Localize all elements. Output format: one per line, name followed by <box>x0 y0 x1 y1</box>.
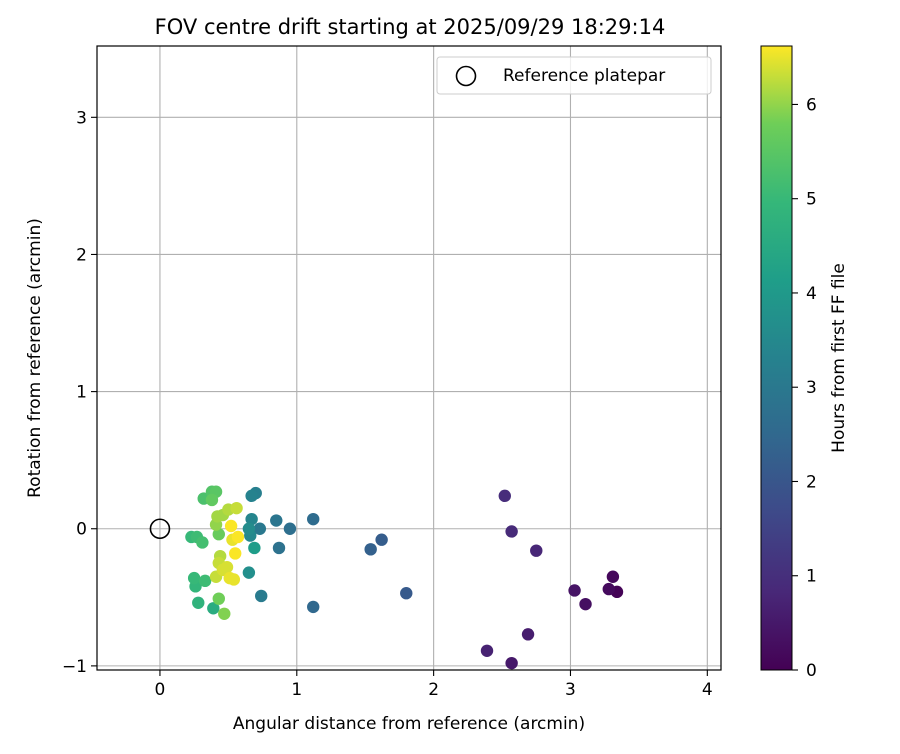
data-point <box>245 489 258 503</box>
data-point <box>196 536 209 549</box>
x-axis-ticks: 0 1 2 3 4 <box>155 670 713 700</box>
data-point <box>480 644 494 657</box>
data-point <box>218 607 231 620</box>
colorbar: 0 1 2 3 4 5 6 Hours from first FF file <box>760 45 849 681</box>
data-point <box>568 584 581 597</box>
y-axis-label: Rotation from reference (arcmin) <box>25 218 45 498</box>
colorbar-tick-label: 5 <box>806 190 817 210</box>
grid-lines <box>97 46 721 670</box>
data-point <box>253 522 267 535</box>
data-point <box>498 489 511 503</box>
data-point <box>205 493 219 507</box>
data-point <box>270 514 283 527</box>
y-tick-label: 3 <box>76 108 87 128</box>
x-tick-label: 4 <box>702 680 713 700</box>
legend-box <box>436 56 712 95</box>
data-point <box>227 573 241 586</box>
plot-frame <box>96 45 722 671</box>
data-point <box>242 566 256 579</box>
data-point <box>400 587 413 600</box>
data-point <box>272 541 286 555</box>
data-point <box>505 525 518 538</box>
data-point <box>230 501 243 515</box>
data-point <box>606 570 620 583</box>
data-point <box>579 597 592 611</box>
x-tick-label: 3 <box>565 680 576 700</box>
colorbar-tick-label: 2 <box>806 472 817 492</box>
x-tick-label: 2 <box>428 680 439 700</box>
data-point <box>187 571 201 585</box>
scatter-points <box>185 485 624 670</box>
reference-platepar-marker <box>149 518 171 540</box>
data-point <box>231 530 245 544</box>
data-point <box>245 512 258 526</box>
y-tick-label: 0 <box>76 520 87 540</box>
y-tick-label: 2 <box>76 245 87 265</box>
x-axis-label: Angular distance from reference (arcmin) <box>233 714 585 734</box>
data-point <box>212 528 225 541</box>
data-point <box>375 533 388 546</box>
colorbar-ticks: 0 1 2 3 4 5 6 <box>792 95 817 681</box>
colorbar-label: Hours from first FF file <box>829 263 849 453</box>
data-point <box>307 512 320 526</box>
y-tick-label: 1 <box>76 383 87 403</box>
data-point <box>364 543 377 556</box>
data-point <box>602 582 615 596</box>
data-point <box>192 596 205 609</box>
colorbar-tick-label: 6 <box>806 95 817 115</box>
colorbar-gradient <box>760 45 793 671</box>
data-point <box>505 656 518 670</box>
colorbar-tick-label: 1 <box>806 567 817 587</box>
data-point <box>229 547 242 560</box>
data-point <box>255 589 268 603</box>
legend: Reference platepar <box>436 56 712 95</box>
data-point <box>307 600 320 614</box>
colorbar-tick-label: 4 <box>806 284 817 304</box>
data-point <box>521 628 535 641</box>
data-point <box>283 522 297 535</box>
data-point <box>212 592 225 605</box>
data-point <box>248 541 261 555</box>
colorbar-tick-label: 0 <box>806 661 817 681</box>
legend-marker <box>455 65 477 87</box>
y-tick-label: −1 <box>62 657 87 677</box>
data-point <box>242 522 256 535</box>
data-point <box>530 544 543 557</box>
data-point <box>198 574 212 588</box>
data-point <box>207 602 220 615</box>
x-tick-label: 1 <box>291 680 302 700</box>
y-axis-ticks: −1 0 1 2 3 <box>62 108 97 677</box>
chart-title: FOV centre drift starting at 2025/09/29 … <box>155 15 666 39</box>
data-point <box>220 560 234 574</box>
data-point <box>224 519 238 533</box>
colorbar-tick-label: 3 <box>806 378 817 398</box>
x-tick-label: 0 <box>155 680 166 700</box>
legend-label: Reference platepar <box>503 66 665 86</box>
